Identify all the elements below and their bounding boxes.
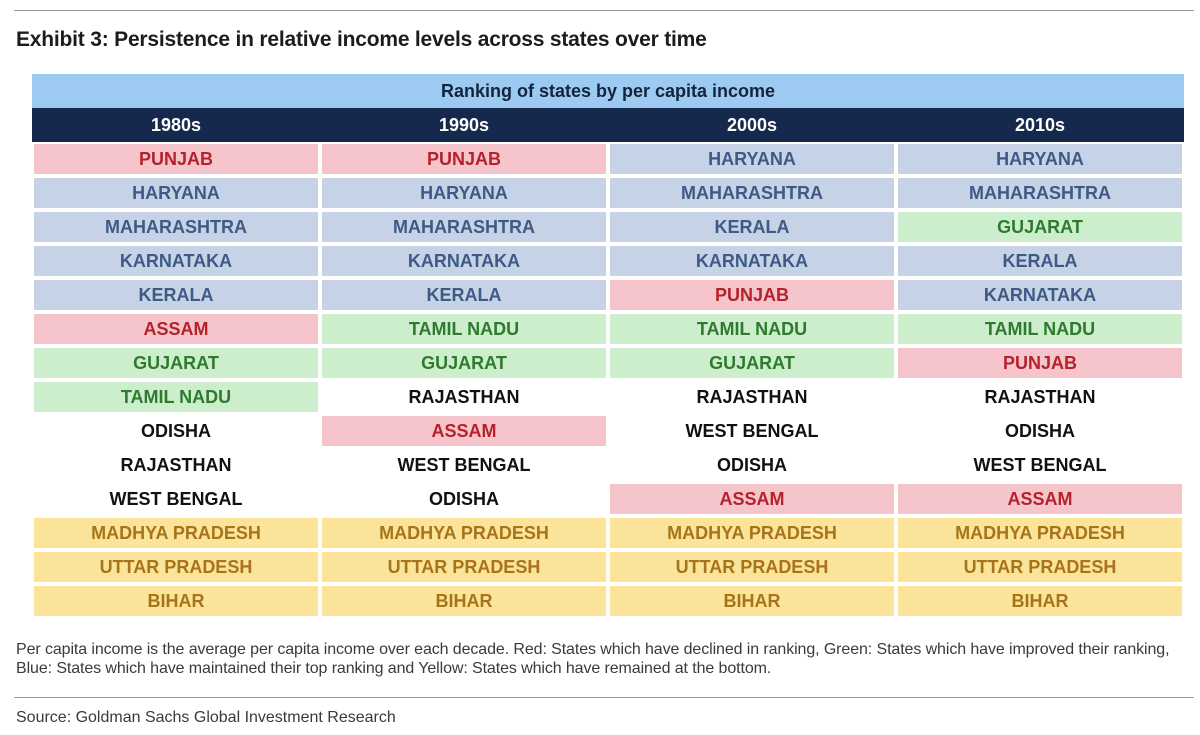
- state-cell: PUNJAB: [322, 144, 606, 174]
- state-cell: ASSAM: [610, 484, 894, 514]
- state-cell: GUJARAT: [322, 348, 606, 378]
- state-cell: HARYANA: [610, 144, 894, 174]
- source-line: Source: Goldman Sachs Global Investment …: [16, 709, 396, 726]
- table-row: WEST BENGAL ODISHA ASSAM ASSAM: [32, 482, 1184, 516]
- state-cell: RAJASTHAN: [984, 387, 1096, 407]
- state-cell: MADHYA PRADESH: [34, 518, 318, 548]
- state-cell: WEST BENGAL: [973, 455, 1107, 475]
- state-cell: UTTAR PRADESH: [34, 552, 318, 582]
- state-cell: WEST BENGAL: [685, 421, 819, 441]
- bottom-divider: [14, 697, 1194, 698]
- state-cell: HARYANA: [898, 144, 1182, 174]
- table-row: GUJARAT GUJARAT GUJARAT PUNJAB: [32, 346, 1184, 380]
- column-header-1990s: 1990s: [438, 115, 490, 135]
- state-cell: WEST BENGAL: [109, 489, 243, 509]
- state-cell: MAHARASHTRA: [34, 212, 318, 242]
- state-cell: GUJARAT: [898, 212, 1182, 242]
- table-row: KARNATAKA KARNATAKA KARNATAKA KERALA: [32, 244, 1184, 278]
- state-cell: RAJASTHAN: [696, 387, 808, 407]
- state-cell: PUNJAB: [610, 280, 894, 310]
- state-cell: KERALA: [898, 246, 1182, 276]
- state-cell: MADHYA PRADESH: [610, 518, 894, 548]
- table-row: PUNJAB PUNJAB HARYANA HARYANA: [32, 142, 1184, 176]
- table-body: PUNJAB PUNJAB HARYANA HARYANA HARYANA HARYANA…: [32, 142, 1184, 618]
- state-cell: GUJARAT: [34, 348, 318, 378]
- table-row: HARYANA HARYANA MAHARASHTRA MAHARASHTRA: [32, 176, 1184, 210]
- state-cell: ASSAM: [898, 484, 1182, 514]
- table-row: ASSAM TAMIL NADU TAMIL NADU TAMIL NADU: [32, 312, 1184, 346]
- state-cell: PUNJAB: [34, 144, 318, 174]
- state-cell: KERALA: [322, 280, 606, 310]
- state-cell: MAHARASHTRA: [610, 178, 894, 208]
- state-cell: UTTAR PRADESH: [898, 552, 1182, 582]
- state-cell: HARYANA: [322, 178, 606, 208]
- state-cell: GUJARAT: [610, 348, 894, 378]
- table-header-row: 1980s 1990s 2000s 2010s: [32, 108, 1184, 142]
- table-row: BIHAR BIHAR BIHAR BIHAR: [32, 584, 1184, 618]
- state-cell: TAMIL NADU: [34, 382, 318, 412]
- table-row: RAJASTHAN WEST BENGAL ODISHA WEST BENGAL: [32, 448, 1184, 482]
- state-cell: MAHARASHTRA: [898, 178, 1182, 208]
- state-cell: RAJASTHAN: [408, 387, 520, 407]
- state-cell: KARNATAKA: [898, 280, 1182, 310]
- column-header-2010s: 2010s: [1014, 115, 1066, 135]
- state-cell: KARNATAKA: [322, 246, 606, 276]
- state-cell: KARNATAKA: [34, 246, 318, 276]
- state-cell: MADHYA PRADESH: [322, 518, 606, 548]
- column-header-2000s: 2000s: [726, 115, 778, 135]
- state-cell: ASSAM: [322, 416, 606, 446]
- state-cell: ODISHA: [140, 421, 211, 441]
- state-cell: RAJASTHAN: [120, 455, 232, 475]
- state-cell: MAHARASHTRA: [322, 212, 606, 242]
- state-cell: BIHAR: [898, 586, 1182, 616]
- state-cell: ODISHA: [1004, 421, 1075, 441]
- table-row: KERALA KERALA PUNJAB KARNATAKA: [32, 278, 1184, 312]
- table-row: TAMIL NADU RAJASTHAN RAJASTHAN RAJASTHAN: [32, 380, 1184, 414]
- table-row: MADHYA PRADESH MADHYA PRADESH MADHYA PRADE…: [32, 516, 1184, 550]
- table-row: ODISHA ASSAM WEST BENGAL ODISHA: [32, 414, 1184, 448]
- state-cell: UTTAR PRADESH: [322, 552, 606, 582]
- top-divider: [14, 10, 1194, 11]
- state-cell: HARYANA: [34, 178, 318, 208]
- table-row: MAHARASHTRA MAHARASHTRA KERALA GUJARAT: [32, 210, 1184, 244]
- exhibit-title: Exhibit 3: Persistence in relative incom…: [16, 28, 707, 51]
- footnote: Per capita income is the average per cap…: [16, 641, 1170, 677]
- state-cell: UTTAR PRADESH: [610, 552, 894, 582]
- state-cell: PUNJAB: [898, 348, 1182, 378]
- state-cell: ODISHA: [428, 489, 499, 509]
- table-banner: Ranking of states by per capita income: [32, 74, 1184, 108]
- state-cell: BIHAR: [322, 586, 606, 616]
- state-cell: ASSAM: [34, 314, 318, 344]
- state-cell: WEST BENGAL: [397, 455, 531, 475]
- state-cell: BIHAR: [34, 586, 318, 616]
- column-header-1980s: 1980s: [150, 115, 202, 135]
- state-cell: BIHAR: [610, 586, 894, 616]
- state-cell: KERALA: [34, 280, 318, 310]
- state-cell: TAMIL NADU: [898, 314, 1182, 344]
- state-cell: KERALA: [610, 212, 894, 242]
- state-cell: TAMIL NADU: [610, 314, 894, 344]
- state-cell: ODISHA: [716, 455, 787, 475]
- state-cell: TAMIL NADU: [322, 314, 606, 344]
- table-row: UTTAR PRADESH UTTAR PRADESH UTTAR PRADESH U…: [32, 550, 1184, 584]
- ranking-table: Ranking of states by per capita income 1…: [32, 74, 1184, 618]
- state-cell: KARNATAKA: [610, 246, 894, 276]
- state-cell: MADHYA PRADESH: [898, 518, 1182, 548]
